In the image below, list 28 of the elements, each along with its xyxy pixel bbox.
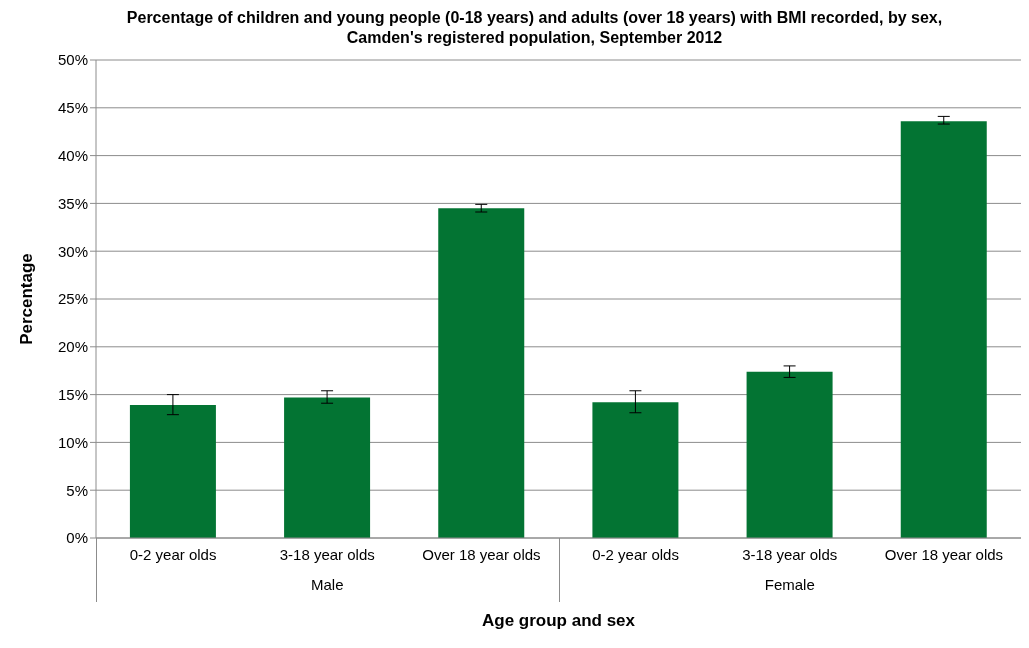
y-tick-label: 30%: [57, 242, 88, 260]
bar: [900, 121, 987, 538]
x-tick-label: 0-2 year olds: [592, 546, 679, 563]
chart-title: Percentage of children and young people (0-18 years) and adults (over 18 years) with BMI recorded, by sex, Camden's registered population, September 2012: [125, 8, 944, 48]
x-tick-label: 3-18 year olds: [279, 546, 375, 563]
bar: [592, 402, 679, 538]
bar: [438, 208, 525, 538]
x-tick-label: Over 18 year olds: [884, 546, 1004, 563]
x-tick-label: 0-2 year olds: [129, 546, 217, 563]
bar: [284, 397, 371, 538]
y-tick-label: 0%: [66, 529, 88, 547]
text: Male: [310, 576, 345, 593]
x-tick-label: 3-18 year olds: [742, 546, 838, 563]
y-tick-label: 5%: [66, 481, 88, 499]
y-tick-label: 40%: [57, 146, 88, 164]
y-tick-label: 15%: [57, 385, 88, 403]
x-tick-label: Over 18 year olds: [422, 546, 541, 563]
y-tick-label: 50%: [57, 51, 88, 69]
text: Female: [763, 576, 816, 593]
y-axis-title: Percentage: [17, 253, 37, 345]
bar: [746, 371, 833, 538]
y-tick-label: 25%: [57, 290, 88, 308]
bar: [129, 405, 216, 538]
x-axis-title: Age group and sex: [481, 611, 636, 631]
y-tick-label: 35%: [57, 194, 88, 212]
y-tick-label: 10%: [57, 433, 88, 451]
y-tick-label: 20%: [57, 338, 88, 356]
y-tick-label: 45%: [57, 99, 88, 117]
